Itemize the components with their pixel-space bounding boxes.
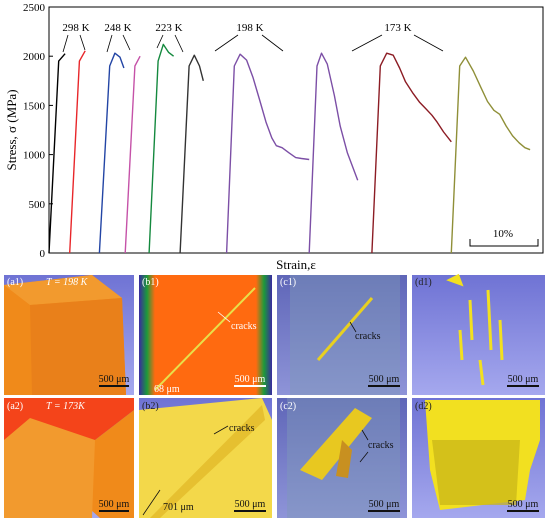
panel-tag: (b1): [142, 277, 159, 288]
temp-label-173: 173 K: [384, 22, 411, 34]
temp-label-298: 298 K: [62, 22, 89, 34]
scale-label: 500 μm: [508, 374, 539, 385]
dimension-label: 701 μm: [163, 502, 194, 513]
panel-tag: (c1): [280, 277, 296, 288]
panel-a1: (a1) T = 198 K 500 μm: [4, 275, 134, 395]
panel-tag: (d1): [415, 277, 432, 288]
temperature-note: T = 198 K: [46, 277, 89, 288]
series-line-4: [124, 55, 141, 254]
stress-strain-chart: 0 500 1000 1500 2000 2500 298 K 248 K 223 K 1…: [4, 2, 544, 272]
arrow-248: [106, 34, 131, 53]
scale-label: 500 μm: [99, 499, 130, 510]
arrow-223: [156, 34, 184, 53]
panel-tag: (a2): [7, 401, 23, 412]
temperature-note: T = 173K: [46, 401, 86, 412]
arrow-173: [351, 34, 444, 52]
series-line-2: [69, 50, 86, 254]
plot-frame: [48, 6, 544, 254]
crack-label: cracks: [229, 423, 255, 434]
scale-label: 500 μm: [235, 499, 266, 510]
series-line-9: [371, 52, 452, 254]
scale-label: 500 μm: [369, 499, 400, 510]
strain-scale-bar: 10%: [469, 228, 539, 247]
crack-label: cracks: [355, 331, 381, 342]
panel-b2: (b2) cracks 701 μm 500 μm: [139, 398, 272, 518]
y-tick-label: 500: [29, 199, 46, 211]
panel-d2: (d2) 500 μm: [412, 398, 545, 518]
panel-tag: (c2): [280, 401, 296, 412]
scale-label: 500 μm: [99, 374, 130, 385]
series-line-8: [308, 52, 359, 254]
temp-label-198: 198 K: [236, 22, 263, 34]
dimension-label: 68 μm: [154, 384, 180, 395]
arrow-298: [62, 34, 86, 53]
panel-tag: (b2): [142, 401, 159, 412]
series-line-10: [450, 56, 531, 254]
series-line-5: [148, 43, 175, 254]
panel-tag: (a1): [7, 277, 23, 288]
y-axis-title: Stress, σ (MPa): [4, 89, 19, 170]
panel-c1: (c1) cracks 500 μm: [277, 275, 407, 395]
panel-b1: (b1) cracks 68 μm 500 μm: [139, 275, 272, 395]
y-tick-label: 2000: [23, 51, 46, 63]
series-line-6: [179, 54, 204, 254]
series-line-7: [225, 53, 310, 254]
scale-label: 500 μm: [508, 499, 539, 510]
y-tick-label: 2500: [23, 2, 46, 14]
scale-bar-label: 10%: [493, 228, 513, 240]
y-tick-label: 1000: [23, 150, 46, 162]
series-line-1: [48, 53, 66, 254]
panel-a2: (a2) T = 173K 500 μm: [4, 398, 134, 518]
y-axis: 0 500 1000 1500 2000 2500: [23, 2, 53, 260]
x-axis-title: Strain,ε: [276, 257, 316, 272]
temp-label-248: 248 K: [104, 22, 131, 34]
series-layer: [48, 43, 531, 254]
crack-label: cracks: [231, 321, 257, 332]
panel-c2: (c2) cracks 500 μm: [277, 398, 407, 518]
y-tick-label: 0: [40, 248, 46, 260]
y-tick-label: 1500: [23, 100, 46, 112]
temp-label-223: 223 K: [155, 22, 182, 34]
crack-label: cracks: [368, 440, 394, 451]
scale-label: 500 μm: [235, 374, 266, 385]
panel-tag: (d2): [415, 401, 432, 412]
series-line-3: [98, 52, 125, 254]
arrow-198: [214, 34, 284, 52]
temperature-annotations: 298 K 248 K 223 K 198 K 173 K: [62, 22, 444, 53]
scale-label: 500 μm: [369, 374, 400, 385]
panel-d1: (d1) 500 μm: [412, 273, 545, 395]
